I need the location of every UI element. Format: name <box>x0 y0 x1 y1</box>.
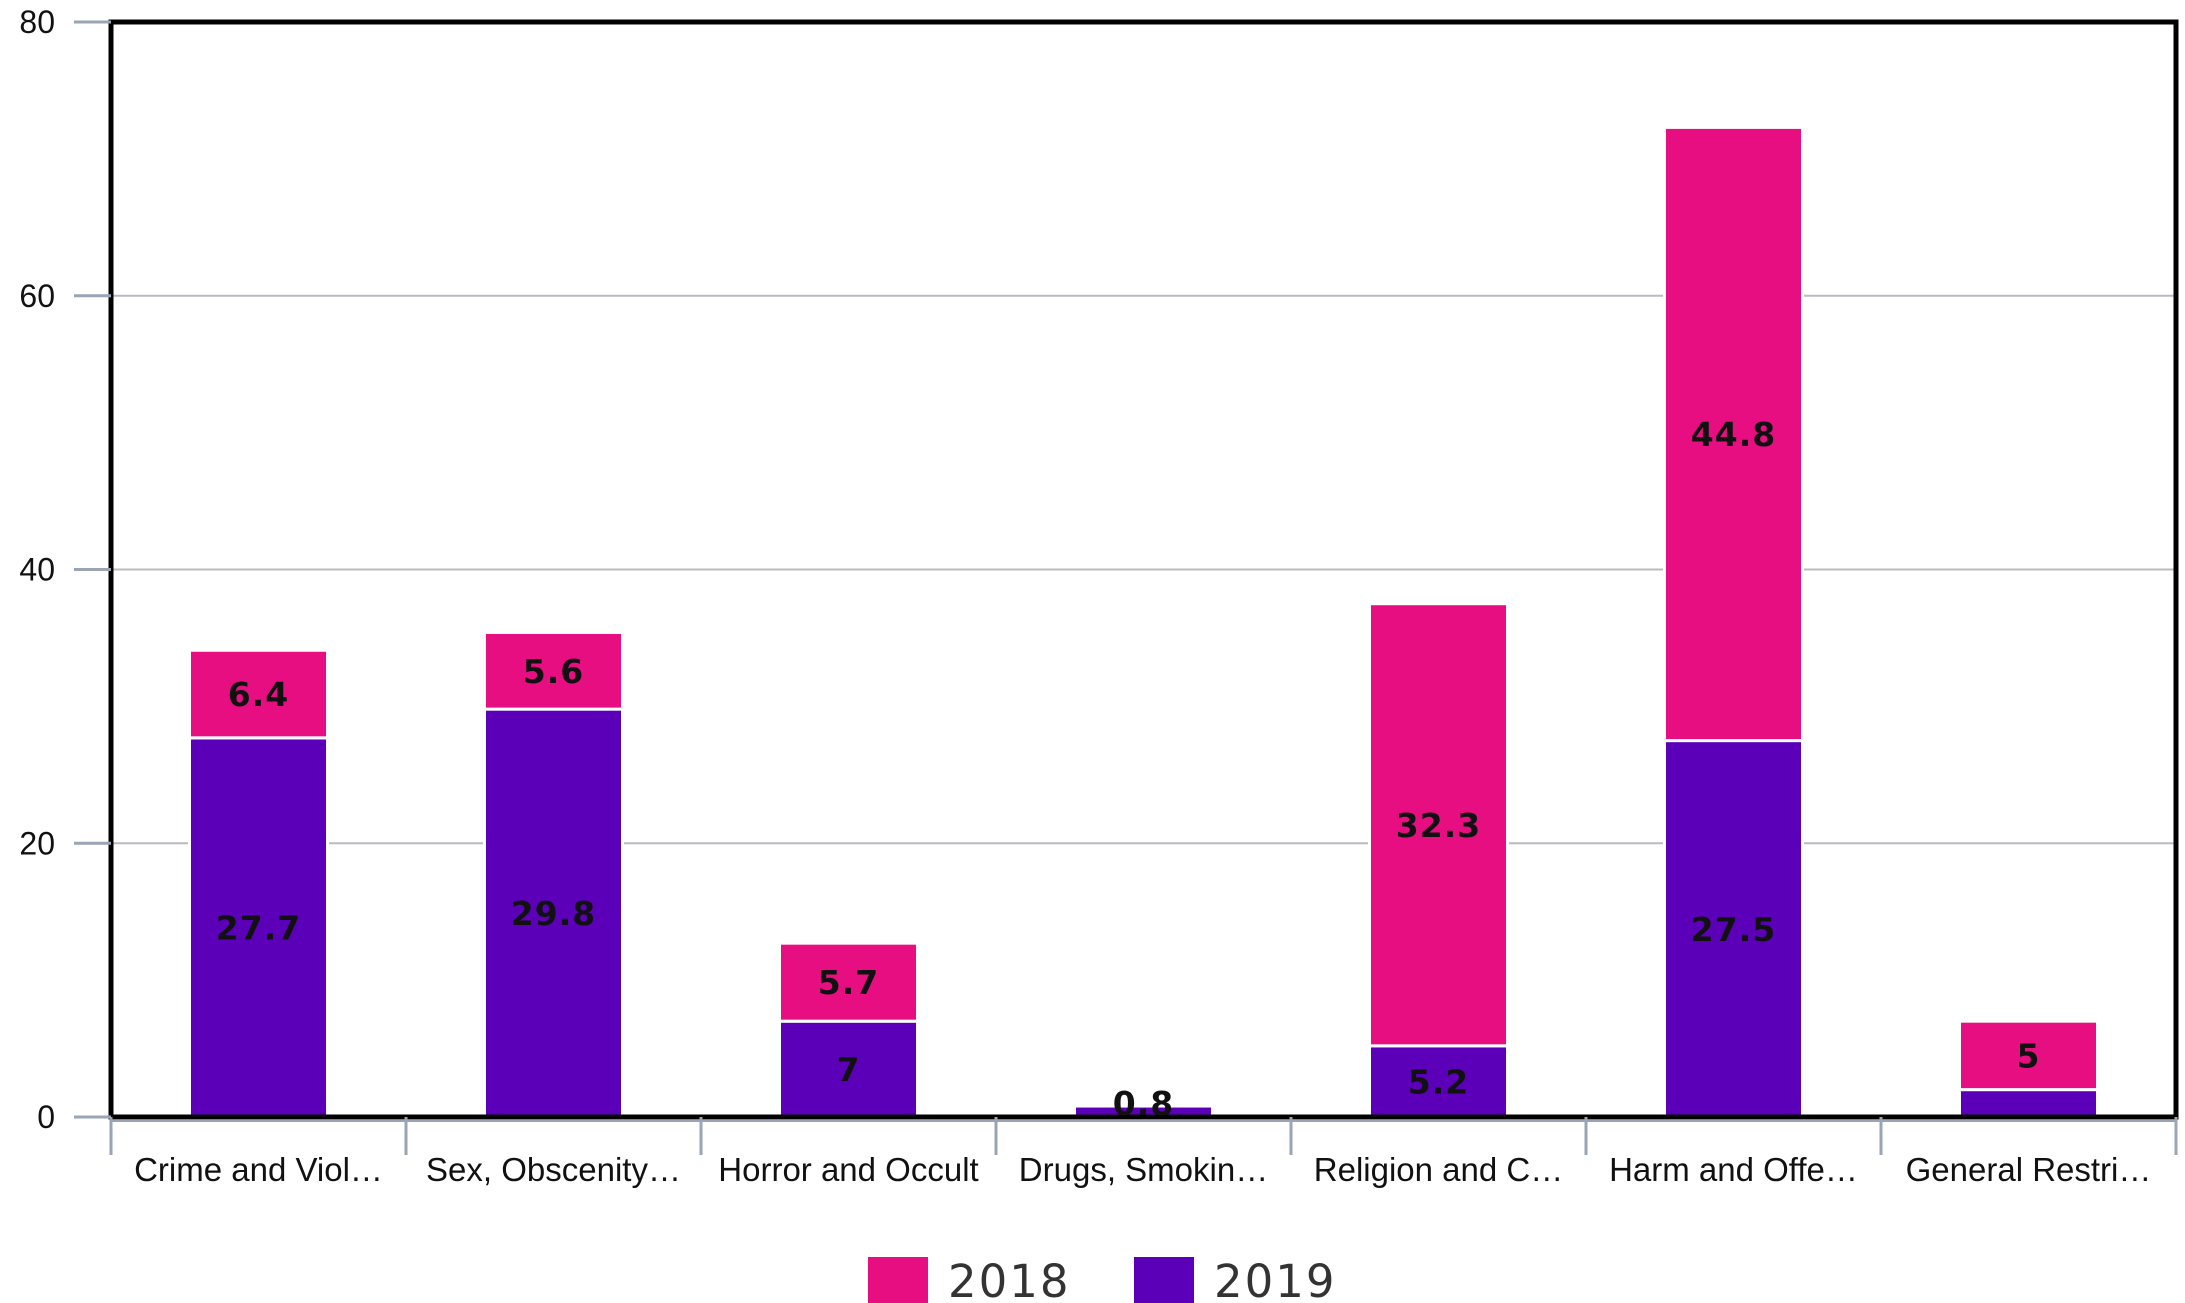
bar-2019[interactable] <box>188 736 329 1119</box>
y-axis: 0 20 40 60 80 <box>19 4 111 1135</box>
data-label: 7 <box>837 1050 861 1089</box>
y-tick-label: 40 <box>19 552 55 588</box>
bar-2019[interactable] <box>778 1019 919 1119</box>
data-label: 5.7 <box>818 963 879 1002</box>
y-tick-label: 0 <box>37 1099 55 1135</box>
legend-item-2018[interactable]: 2018 <box>868 1255 1071 1303</box>
data-label: 32.3 <box>1396 806 1481 845</box>
category-label: Sex, Obscenity… <box>426 1151 681 1188</box>
legend-swatch <box>868 1257 928 1303</box>
data-label: 27.7 <box>216 908 301 947</box>
bar-2018[interactable] <box>778 941 919 1023</box>
y-tick-label: 80 <box>19 4 55 40</box>
category-label: Horror and Occult <box>718 1151 978 1188</box>
bar-2018[interactable] <box>188 648 329 740</box>
data-label: 0.8 <box>1113 1084 1174 1123</box>
category-label: Crime and Viol… <box>134 1151 383 1188</box>
data-label: 27.5 <box>1691 910 1776 949</box>
bar-2018[interactable] <box>1368 602 1509 1048</box>
data-label: 5 <box>2017 1036 2041 1075</box>
y-tick-label: 60 <box>19 278 55 314</box>
bar-2018[interactable] <box>483 630 624 711</box>
x-axis: Crime and Viol… Sex, Obscenity… Horror and… <box>109 1117 2178 1188</box>
data-label: 29.8 <box>511 894 596 933</box>
y-tick-label: 20 <box>19 825 55 861</box>
legend[interactable]: 2018 2019 <box>868 1255 1337 1303</box>
legend-label: 2018 <box>948 1255 1071 1303</box>
category-label: Harm and Offe… <box>1609 1151 1858 1188</box>
data-label: 6.4 <box>228 675 289 714</box>
bar-2018[interactable] <box>1663 125 1804 743</box>
legend-item-2019[interactable]: 2019 <box>1134 1255 1337 1303</box>
bars <box>188 125 2099 1119</box>
category-label: Drugs, Smokin… <box>1019 1151 1268 1188</box>
data-label: 5.6 <box>523 652 584 691</box>
gridlines <box>111 294 2176 845</box>
data-labels: 27.7 29.8 7 0.8 5.2 27.5 6.4 5.6 5.7 32.3 44.8 5 <box>216 415 2041 1123</box>
data-label: 44.8 <box>1691 415 1776 454</box>
legend-swatch <box>1134 1257 1194 1303</box>
data-label: 5.2 <box>1408 1062 1469 1101</box>
bar-2019[interactable] <box>1958 1088 2099 1119</box>
category-label: Religion and C… <box>1314 1151 1563 1188</box>
legend-label: 2019 <box>1214 1255 1337 1303</box>
category-label: General Restri… <box>1906 1151 2152 1188</box>
bar-2018[interactable] <box>1958 1019 2099 1092</box>
